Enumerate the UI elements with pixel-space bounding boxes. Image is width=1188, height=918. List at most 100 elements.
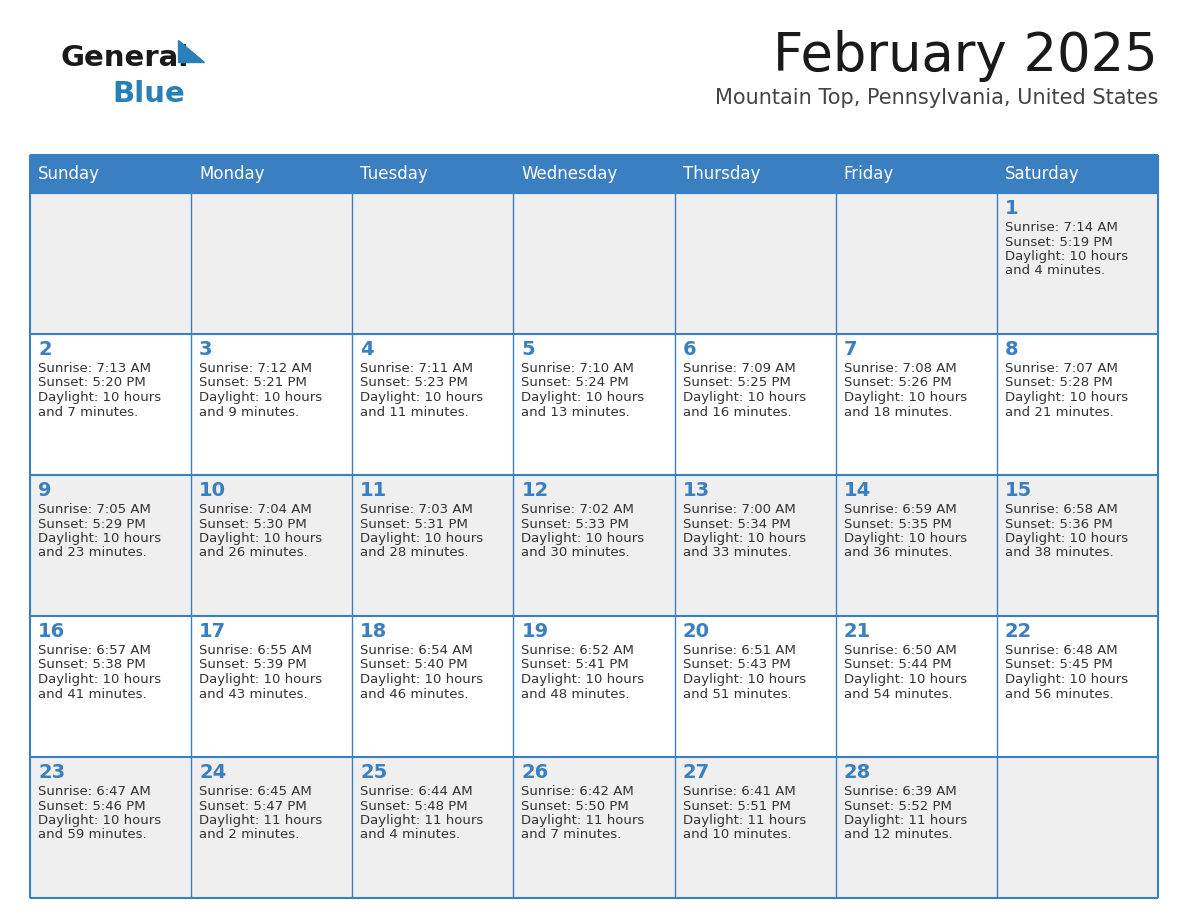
Text: 3: 3	[200, 340, 213, 359]
Bar	[513, 475, 675, 616]
Text: Sunrise: 6:58 AM: Sunrise: 6:58 AM	[1005, 503, 1118, 516]
Text: Sunset: 5:40 PM: Sunset: 5:40 PM	[360, 658, 468, 671]
Bar	[997, 616, 1158, 757]
Text: Sunset: 5:30 PM: Sunset: 5:30 PM	[200, 518, 307, 531]
Text: 2: 2	[38, 340, 51, 359]
Bar	[353, 757, 513, 898]
Bar	[835, 757, 997, 898]
Text: 11: 11	[360, 481, 387, 500]
Text: and 10 minutes.: and 10 minutes.	[683, 829, 791, 842]
Text: Sunrise: 7:05 AM: Sunrise: 7:05 AM	[38, 503, 151, 516]
Text: Sunrise: 6:39 AM: Sunrise: 6:39 AM	[843, 785, 956, 798]
Text: Sunset: 5:50 PM: Sunset: 5:50 PM	[522, 800, 630, 812]
Text: Daylight: 11 hours: Daylight: 11 hours	[843, 814, 967, 827]
Text: Saturday: Saturday	[1005, 165, 1080, 183]
Text: Sunset: 5:52 PM: Sunset: 5:52 PM	[843, 800, 952, 812]
Bar	[675, 334, 835, 475]
Text: Sunset: 5:43 PM: Sunset: 5:43 PM	[683, 658, 790, 671]
Text: Sunrise: 6:45 AM: Sunrise: 6:45 AM	[200, 785, 312, 798]
Text: Daylight: 10 hours: Daylight: 10 hours	[843, 532, 967, 545]
Bar	[513, 334, 675, 475]
Text: General: General	[61, 44, 189, 72]
Text: and 36 minutes.: and 36 minutes.	[843, 546, 953, 559]
Text: Daylight: 10 hours: Daylight: 10 hours	[1005, 532, 1127, 545]
Bar	[30, 616, 191, 757]
Text: Sunset: 5:38 PM: Sunset: 5:38 PM	[38, 658, 146, 671]
Text: Sunset: 5:46 PM: Sunset: 5:46 PM	[38, 800, 146, 812]
Text: Daylight: 10 hours: Daylight: 10 hours	[38, 391, 162, 404]
Text: Sunrise: 6:47 AM: Sunrise: 6:47 AM	[38, 785, 151, 798]
Bar	[675, 475, 835, 616]
Text: Sunrise: 7:11 AM: Sunrise: 7:11 AM	[360, 362, 473, 375]
Text: Sunrise: 7:03 AM: Sunrise: 7:03 AM	[360, 503, 473, 516]
Text: Sunrise: 7:08 AM: Sunrise: 7:08 AM	[843, 362, 956, 375]
Text: Sunrise: 6:41 AM: Sunrise: 6:41 AM	[683, 785, 795, 798]
Text: and 2 minutes.: and 2 minutes.	[200, 829, 299, 842]
Bar	[513, 616, 675, 757]
Text: Daylight: 11 hours: Daylight: 11 hours	[683, 814, 805, 827]
Text: and 56 minutes.: and 56 minutes.	[1005, 688, 1113, 700]
Text: Wednesday: Wednesday	[522, 165, 618, 183]
Text: Daylight: 10 hours: Daylight: 10 hours	[683, 532, 805, 545]
Text: and 4 minutes.: and 4 minutes.	[360, 829, 461, 842]
Text: Sunset: 5:31 PM: Sunset: 5:31 PM	[360, 518, 468, 531]
Text: Sunrise: 7:07 AM: Sunrise: 7:07 AM	[1005, 362, 1118, 375]
Text: Daylight: 10 hours: Daylight: 10 hours	[360, 532, 484, 545]
Bar	[513, 193, 675, 334]
Text: Daylight: 10 hours: Daylight: 10 hours	[1005, 673, 1127, 686]
Text: Daylight: 10 hours: Daylight: 10 hours	[200, 391, 322, 404]
Text: and 7 minutes.: and 7 minutes.	[38, 406, 138, 419]
Text: Sunrise: 7:02 AM: Sunrise: 7:02 AM	[522, 503, 634, 516]
Text: Tuesday: Tuesday	[360, 165, 428, 183]
Bar	[353, 475, 513, 616]
Text: and 59 minutes.: and 59 minutes.	[38, 829, 146, 842]
Text: Sunset: 5:41 PM: Sunset: 5:41 PM	[522, 658, 630, 671]
Text: and 12 minutes.: and 12 minutes.	[843, 829, 953, 842]
Text: Sunset: 5:39 PM: Sunset: 5:39 PM	[200, 658, 307, 671]
Bar	[675, 616, 835, 757]
Text: 14: 14	[843, 481, 871, 500]
Text: and 54 minutes.: and 54 minutes.	[843, 688, 953, 700]
Bar	[30, 334, 191, 475]
Text: Sunset: 5:20 PM: Sunset: 5:20 PM	[38, 376, 146, 389]
Text: Daylight: 11 hours: Daylight: 11 hours	[522, 814, 645, 827]
Text: and 18 minutes.: and 18 minutes.	[843, 406, 953, 419]
Text: and 21 minutes.: and 21 minutes.	[1005, 406, 1113, 419]
Bar	[353, 616, 513, 757]
Text: Daylight: 10 hours: Daylight: 10 hours	[683, 391, 805, 404]
Text: Sunrise: 6:51 AM: Sunrise: 6:51 AM	[683, 644, 796, 657]
Text: and 4 minutes.: and 4 minutes.	[1005, 264, 1105, 277]
Text: Sunset: 5:29 PM: Sunset: 5:29 PM	[38, 518, 146, 531]
Bar	[513, 757, 675, 898]
Bar	[191, 334, 353, 475]
Text: and 48 minutes.: and 48 minutes.	[522, 688, 630, 700]
Bar	[835, 616, 997, 757]
Text: Sunrise: 6:59 AM: Sunrise: 6:59 AM	[843, 503, 956, 516]
Text: Sunset: 5:35 PM: Sunset: 5:35 PM	[843, 518, 952, 531]
Text: 19: 19	[522, 622, 549, 641]
Text: Sunrise: 7:04 AM: Sunrise: 7:04 AM	[200, 503, 312, 516]
Text: Sunset: 5:33 PM: Sunset: 5:33 PM	[522, 518, 630, 531]
Bar	[191, 616, 353, 757]
Text: Daylight: 10 hours: Daylight: 10 hours	[522, 391, 645, 404]
Text: Daylight: 10 hours: Daylight: 10 hours	[360, 673, 484, 686]
Bar	[353, 334, 513, 475]
Text: 5: 5	[522, 340, 535, 359]
Bar	[30, 757, 191, 898]
Text: February 2025: February 2025	[773, 30, 1158, 82]
Text: Sunset: 5:24 PM: Sunset: 5:24 PM	[522, 376, 630, 389]
Text: 7: 7	[843, 340, 858, 359]
Bar	[30, 475, 191, 616]
Bar	[835, 475, 997, 616]
Text: and 38 minutes.: and 38 minutes.	[1005, 546, 1113, 559]
Text: 8: 8	[1005, 340, 1018, 359]
Text: Daylight: 10 hours: Daylight: 10 hours	[522, 532, 645, 545]
Text: and 30 minutes.: and 30 minutes.	[522, 546, 630, 559]
Text: Thursday: Thursday	[683, 165, 760, 183]
Text: 10: 10	[200, 481, 226, 500]
Text: Sunday: Sunday	[38, 165, 100, 183]
Text: and 13 minutes.: and 13 minutes.	[522, 406, 630, 419]
Text: 21: 21	[843, 622, 871, 641]
Text: 4: 4	[360, 340, 374, 359]
Text: Sunrise: 6:48 AM: Sunrise: 6:48 AM	[1005, 644, 1118, 657]
